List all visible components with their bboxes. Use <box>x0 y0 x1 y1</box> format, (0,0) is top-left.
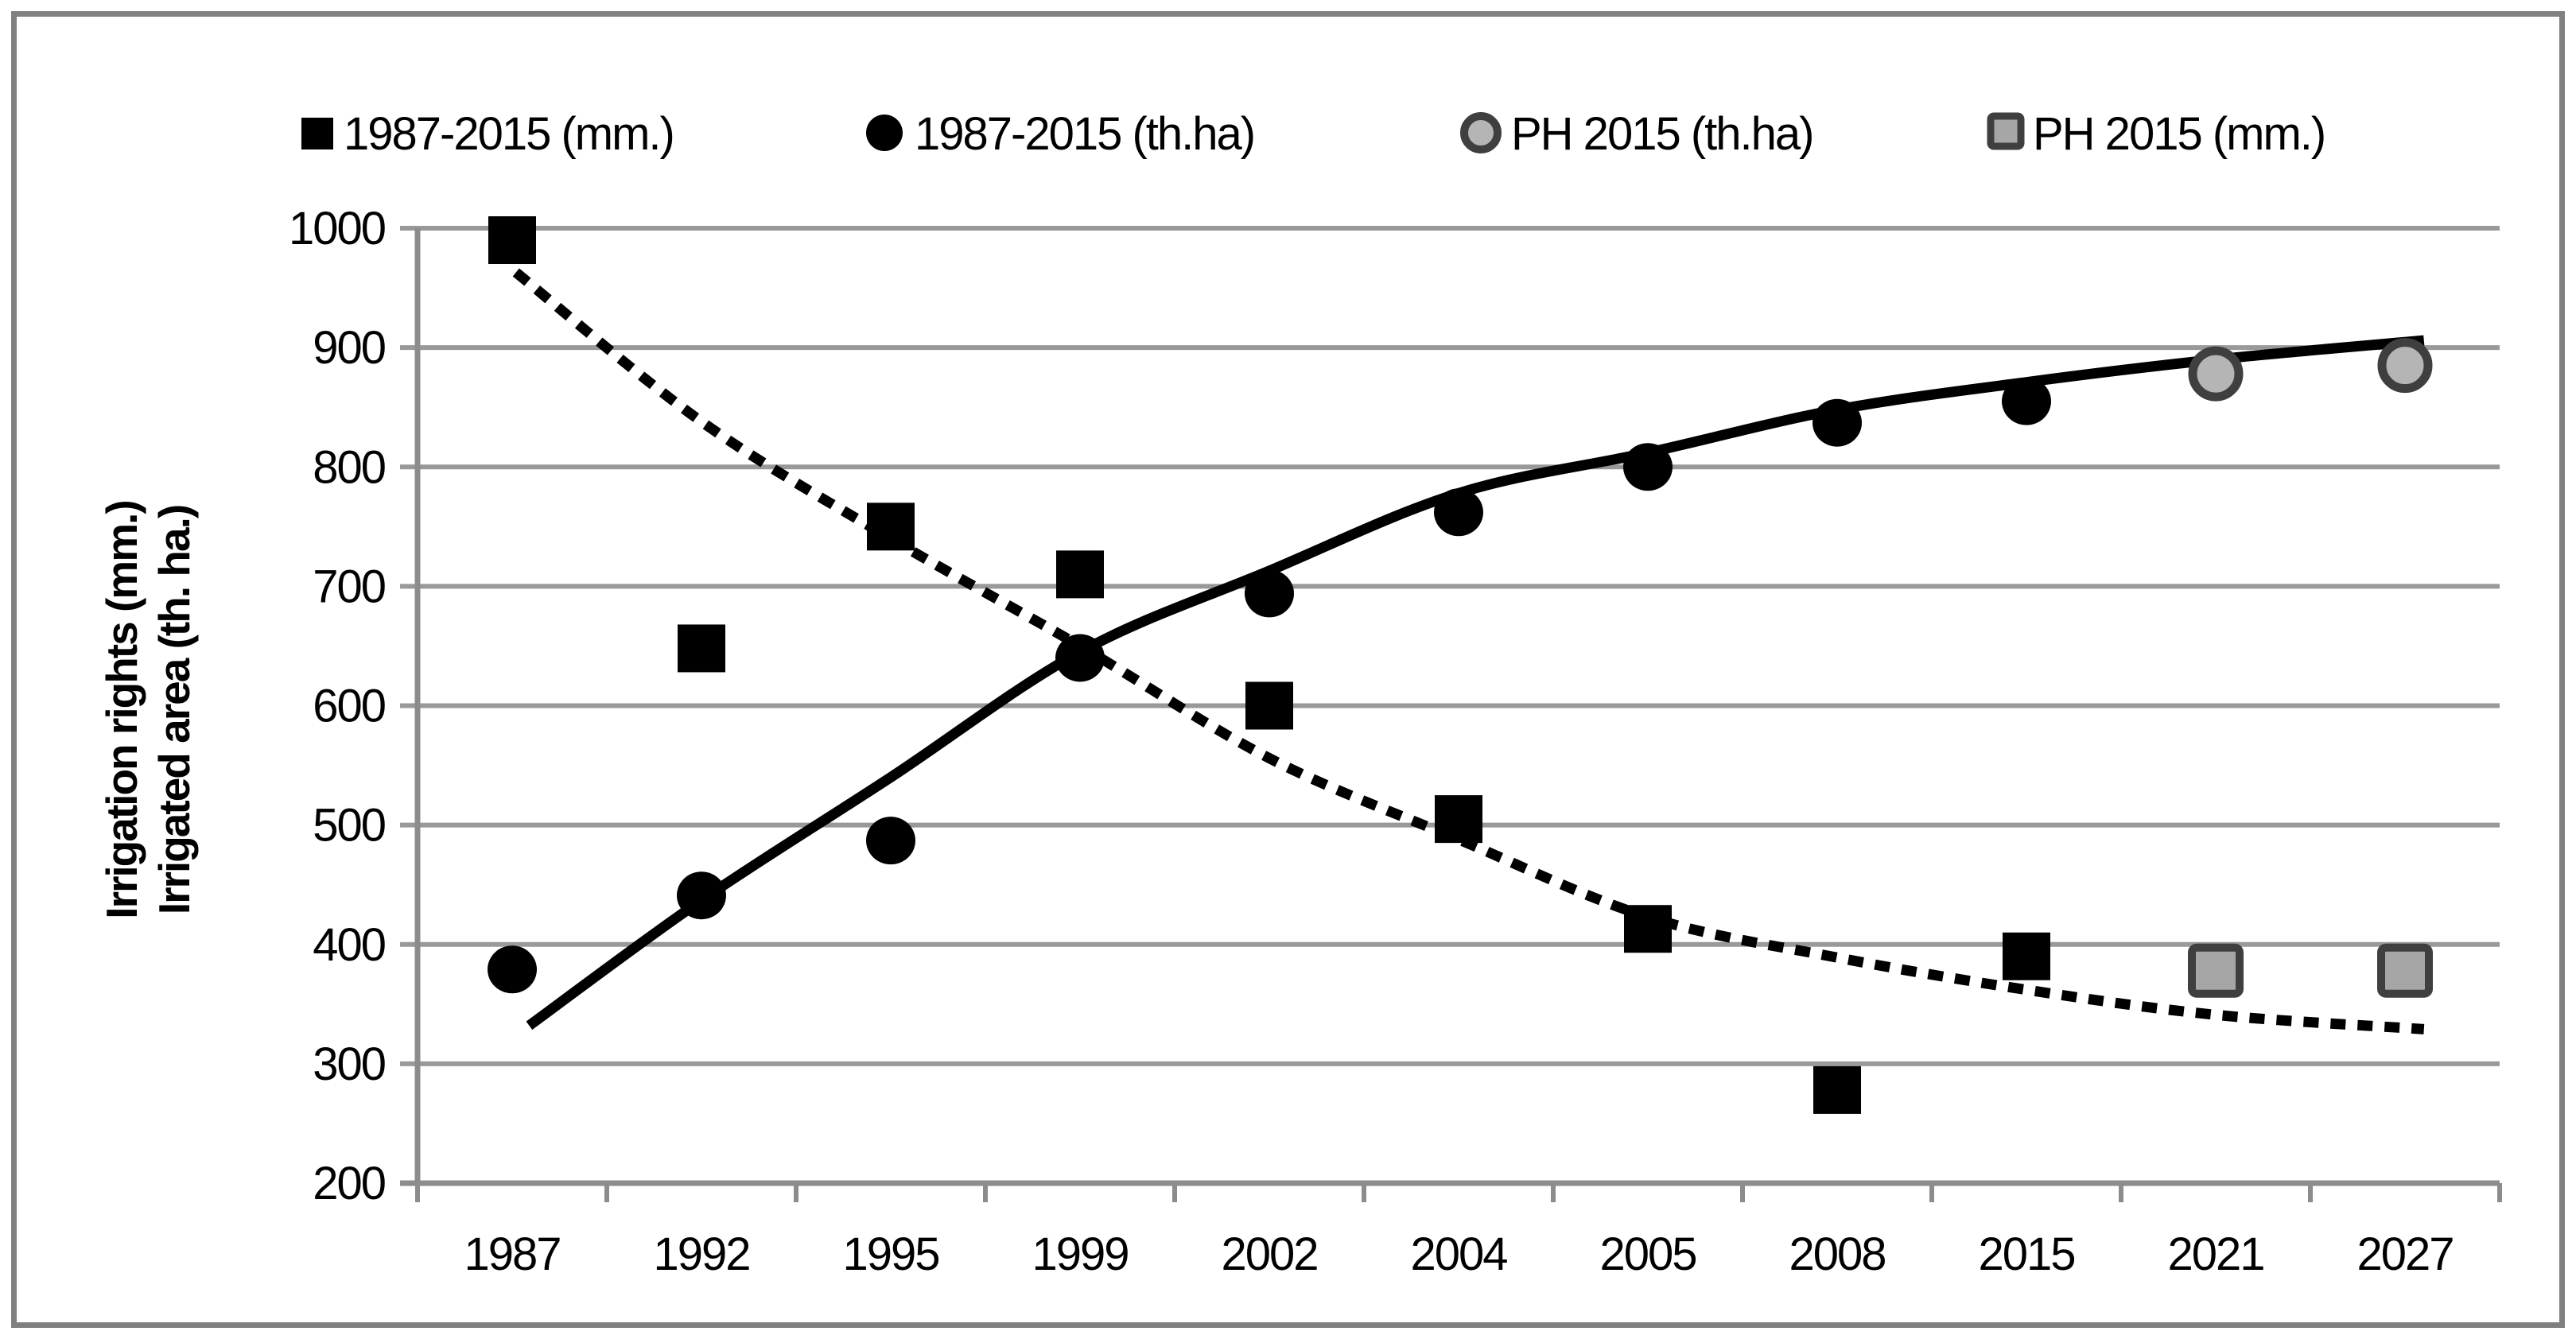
y-tick-label: 700 <box>313 561 385 612</box>
legend-label: 1987-2015 (th.ha) <box>915 108 1254 160</box>
legend-item: 1987-2015 (th.ha) <box>866 108 1256 160</box>
marker-black-square-2005 <box>1624 905 1672 953</box>
x-tick-label: 2021 <box>2167 1228 2263 1280</box>
x-tick-label: 2015 <box>1978 1228 2074 1280</box>
y-tick-label: 200 <box>313 1158 385 1209</box>
legend-item: PH 2015 (th.ha) <box>1460 108 1814 160</box>
y-tick-label: 300 <box>313 1038 385 1090</box>
legend-gray-square-icon <box>1987 112 2025 150</box>
marker-black-circle-2008 <box>1813 398 1862 447</box>
marker-gray-circle-2021 <box>2188 346 2244 402</box>
x-tick-label: 2004 <box>1410 1228 1507 1280</box>
marker-black-circle-2004 <box>1434 488 1483 537</box>
trendline-solid <box>526 335 2425 1030</box>
legend: 1987-2015 (mm.) 1987-2015 (th.ha) PH 201… <box>301 108 2326 160</box>
marker-black-circle-1995 <box>866 817 915 865</box>
marker-black-square-1999 <box>1056 550 1104 599</box>
marker-gray-square-2027 <box>2377 943 2433 998</box>
y-axis-title-line1: Irrigation rights (mm.) <box>97 501 146 918</box>
legend-label: 1987-2015 (mm.) <box>344 108 674 160</box>
marker-black-square-1987 <box>488 216 536 265</box>
legend-black-square-icon <box>301 118 333 149</box>
marker-black-square-2015 <box>2003 932 2050 980</box>
trendline-dotted <box>512 268 2425 1034</box>
x-tick-label: 2002 <box>1221 1228 1317 1280</box>
marker-gray-square-2021 <box>2188 943 2244 998</box>
y-axis-title-line2: Irrigated area (th. ha.) <box>150 506 199 914</box>
y-tick-label: 500 <box>313 800 385 852</box>
x-tick-label: 1999 <box>1032 1228 1128 1280</box>
legend-gray-circle-icon <box>1460 112 1502 153</box>
marker-black-square-1992 <box>678 624 725 673</box>
marker-black-square-1995 <box>867 503 915 551</box>
legend-black-circle-icon <box>866 114 903 151</box>
y-tick-label: 400 <box>313 919 385 971</box>
marker-black-square-2004 <box>1435 795 1482 844</box>
legend-item: PH 2015 (mm.) <box>1987 108 2326 160</box>
marker-gray-circle-2027 <box>2377 338 2433 394</box>
x-tick-label: 1995 <box>842 1228 938 1280</box>
marker-black-circle-2015 <box>2002 377 2051 425</box>
y-tick-label: 1000 <box>289 203 385 254</box>
marker-black-circle-1999 <box>1055 634 1105 682</box>
x-tick-label: 2005 <box>1599 1228 1696 1280</box>
y-tick-label: 800 <box>313 441 385 493</box>
marker-black-square-2002 <box>1245 681 1293 730</box>
marker-black-circle-2002 <box>1245 569 1294 618</box>
y-tick-label: 900 <box>313 322 385 374</box>
x-tick-label: 2027 <box>2356 1228 2453 1280</box>
marker-black-circle-1992 <box>677 871 726 920</box>
y-tick-label: 600 <box>313 681 385 732</box>
x-tick-label: 1987 <box>464 1228 560 1280</box>
y-axis-title: Irrigation rights (mm.) Irrigated area (… <box>97 501 199 918</box>
legend-label: PH 2015 (mm.) <box>2033 108 2325 160</box>
plot-area: 200 300 400 500 600 700 800 900 1000 1987 1992 1995… <box>289 203 2502 1280</box>
legend-label: PH 2015 (th.ha) <box>1511 108 1813 160</box>
marker-black-circle-1987 <box>488 945 537 994</box>
marker-black-circle-2005 <box>1623 443 1673 491</box>
legend-item: 1987-2015 (mm.) <box>301 108 675 160</box>
x-tick-label: 1992 <box>653 1228 749 1280</box>
x-tick-label: 2008 <box>1789 1228 1885 1280</box>
marker-black-square-2008 <box>1813 1065 1861 1114</box>
